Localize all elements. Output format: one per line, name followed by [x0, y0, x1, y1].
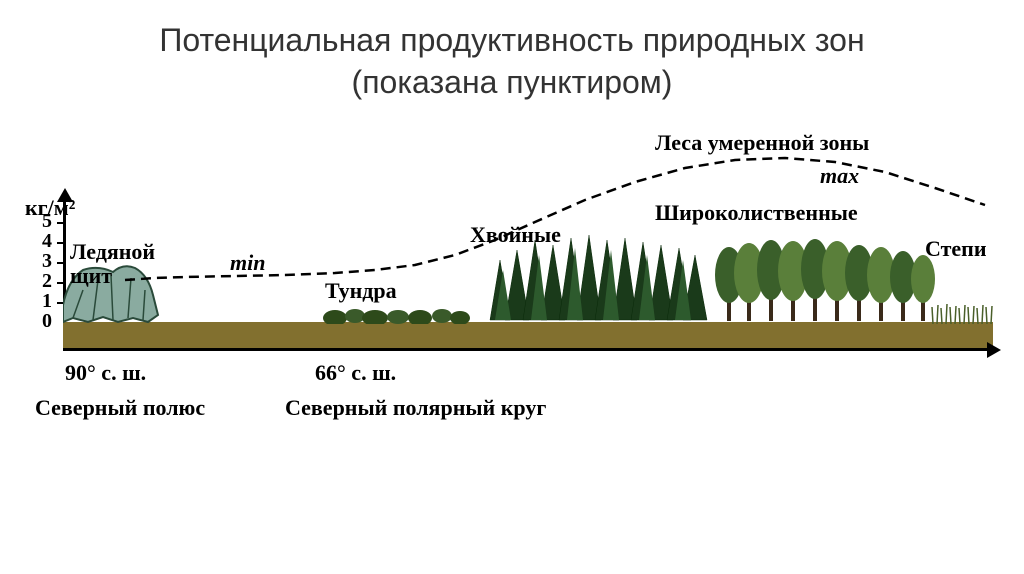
- zone-ice-shield: Ледянойщит: [70, 240, 155, 288]
- x-lat-66: 66° с. ш.: [315, 360, 396, 386]
- chart-container: кг/м² 5 4 3 2 1 0: [35, 150, 995, 520]
- zone-tundra: Тундра: [325, 278, 397, 304]
- x-name-circle: Северный полярный круг: [285, 395, 546, 421]
- x-name-pole: Северный полюс: [35, 395, 205, 421]
- page-title: Потенциальная продуктивность природных з…: [0, 0, 1024, 103]
- zone-coniferous: Хвойные: [470, 222, 561, 248]
- title-line1: Потенциальная продуктивность природных з…: [159, 22, 864, 58]
- zone-broadleaf: Широколиственные: [655, 200, 858, 226]
- title-line2: (показана пунктиром): [352, 64, 673, 100]
- max-label: max: [820, 163, 859, 189]
- min-label: min: [230, 250, 265, 276]
- zone-temperate: Леса умеренной зоны: [655, 130, 869, 156]
- zone-steppe: Степи: [925, 236, 987, 262]
- x-lat-90: 90° с. ш.: [65, 360, 146, 386]
